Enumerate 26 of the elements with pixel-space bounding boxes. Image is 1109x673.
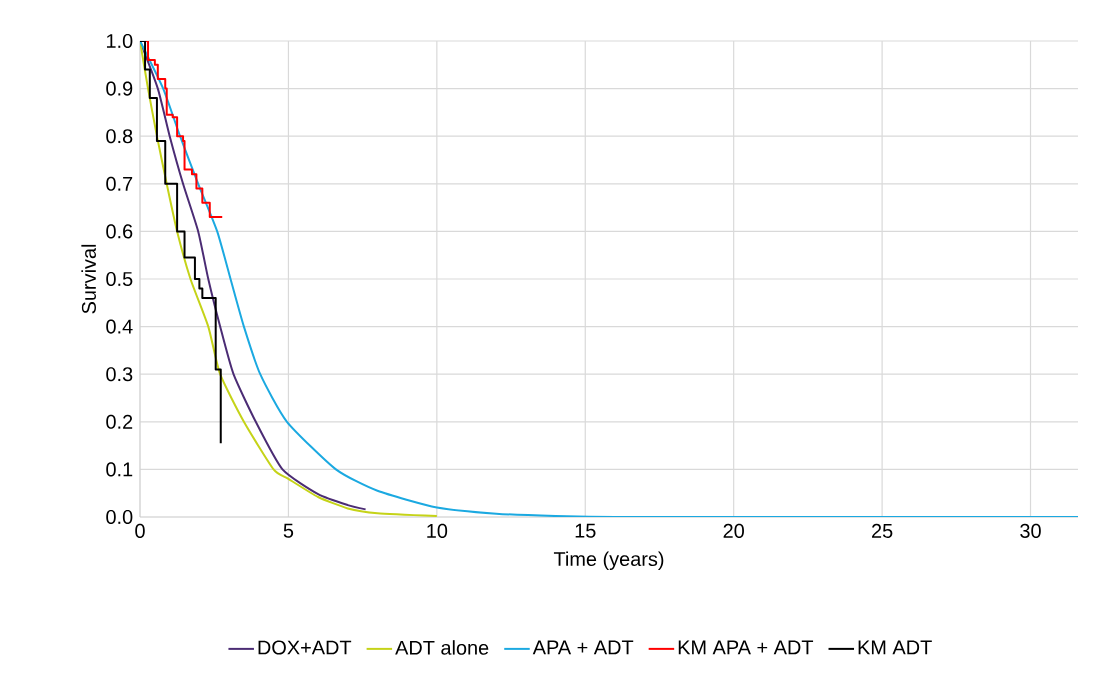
y-tick-label: 0.8 bbox=[106, 129, 133, 144]
y-tick-label: 0.0 bbox=[106, 509, 133, 525]
y-tick-label: 0.9 bbox=[106, 81, 133, 96]
y-tick-label: 0.6 bbox=[106, 224, 133, 239]
x-tick-label: 5 bbox=[283, 523, 294, 538]
legend-label: APA + ADT bbox=[532, 640, 634, 655]
x-tick-label: 0 bbox=[135, 523, 145, 538]
x-tick-label: 30 bbox=[1020, 523, 1041, 538]
y-tick-label: 0.3 bbox=[106, 367, 133, 382]
line-series bbox=[140, 40, 1079, 517]
y-axis-title: Survival bbox=[81, 244, 96, 314]
y-tick-label: 0.7 bbox=[106, 176, 133, 191]
x-tick-label: 25 bbox=[872, 523, 893, 538]
legend-label: ADT alone bbox=[395, 640, 489, 655]
y-tick-label: 0.5 bbox=[106, 271, 133, 287]
y-tick-label: 0.1 bbox=[106, 462, 133, 477]
y-tick-label: 0.4 bbox=[106, 319, 133, 334]
x-axis-title: Time (years) bbox=[553, 551, 664, 570]
x-tick-label: 20 bbox=[723, 523, 744, 538]
y-tick-label: 1.0 bbox=[106, 33, 133, 49]
y-tick-label: 0.2 bbox=[106, 414, 133, 429]
legend-label: KM APA + ADT bbox=[678, 640, 814, 655]
x-tick-label: 10 bbox=[427, 523, 448, 538]
legend-label: KM ADT bbox=[858, 640, 932, 655]
x-tick-label: 15 bbox=[575, 523, 596, 538]
legend-label: DOX+ADT bbox=[258, 640, 352, 655]
